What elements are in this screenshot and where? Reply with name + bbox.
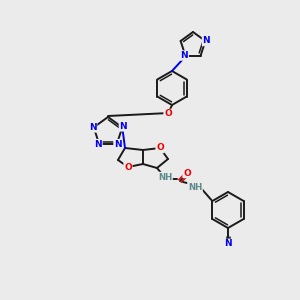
Text: NH: NH (158, 172, 172, 182)
Text: N: N (114, 140, 122, 148)
Text: N: N (181, 51, 188, 60)
Text: N: N (94, 140, 102, 148)
Text: N: N (119, 122, 127, 131)
Text: O: O (124, 163, 132, 172)
Text: O: O (156, 143, 164, 152)
Text: N: N (89, 123, 97, 132)
Text: O: O (164, 110, 172, 118)
Text: NH: NH (188, 182, 202, 191)
Text: O: O (183, 169, 191, 178)
Text: N: N (224, 239, 232, 248)
Text: N: N (202, 37, 210, 46)
